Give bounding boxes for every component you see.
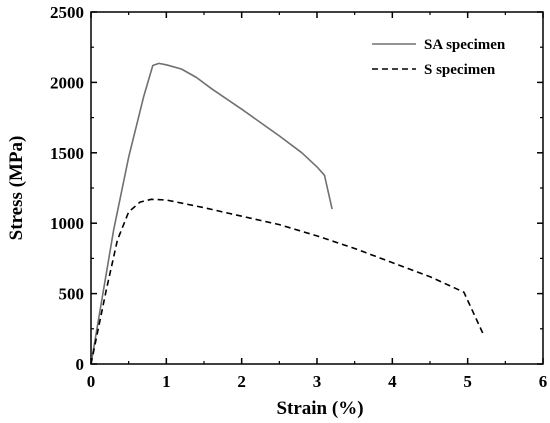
y-tick-label: 1000 [50,214,84,233]
series-line-2 [90,198,484,365]
x-tick-label: 5 [463,372,472,391]
x-tick-label: 2 [237,372,246,391]
legend-label: SA specimen [424,37,506,53]
x-tick-label: 3 [313,372,322,391]
series-line-1 [90,62,333,365]
y-tick-label: 500 [59,285,85,304]
y-tick-label: 0 [76,355,85,374]
y-axis-title: Stress (MPa) [6,136,27,241]
series-lines [90,62,484,365]
x-tick-label: 6 [539,372,548,391]
legend-label: S specimen [424,62,496,78]
y-tick-label: 2000 [50,73,84,92]
x-tick-label: 1 [162,372,171,391]
x-tick-label: 0 [87,372,96,391]
legend: SA specimen S specimen [372,37,506,78]
y-tick-label: 1500 [50,144,84,163]
x-axis-title: Strain (%) [276,398,363,419]
axis-ticks: 0 1 2 3 4 5 6 0 500 1000 1500 2000 2500 [50,3,547,391]
y-tick-label: 2500 [50,3,84,22]
x-tick-label: 4 [388,372,397,391]
